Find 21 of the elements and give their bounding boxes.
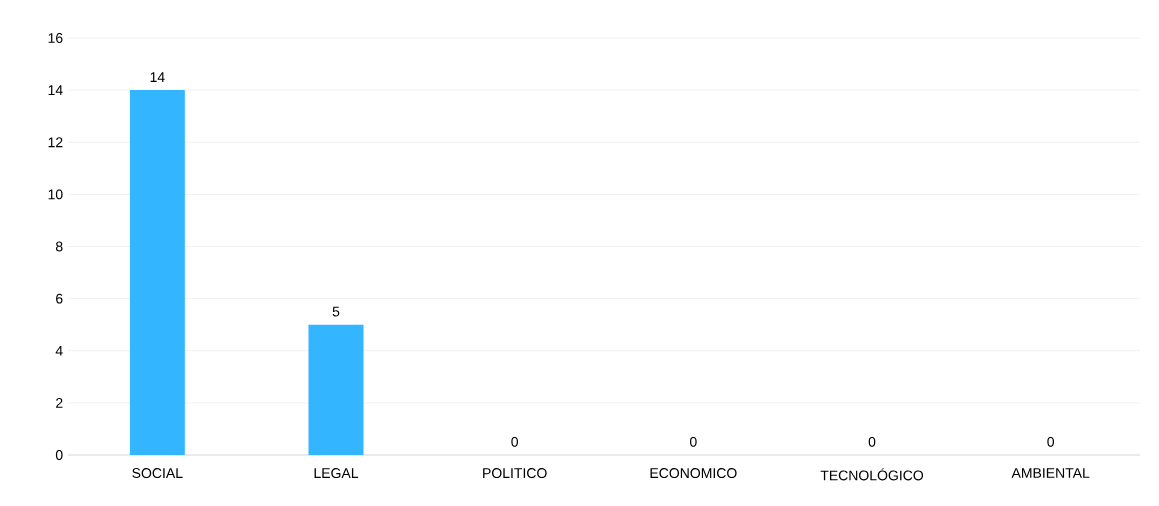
y-tick-label: 12 [48, 137, 63, 148]
y-tick-label: 16 [48, 33, 63, 43]
y-tick-label: 8 [55, 241, 63, 252]
y-tick-label: 10 [48, 189, 63, 200]
x-tick-label: TECNOLÓGICO [820, 468, 924, 481]
data-label: 0 [689, 436, 697, 447]
data-label: 0 [511, 436, 519, 447]
y-tick-label: 0 [55, 450, 63, 460]
data-label: 5 [332, 306, 340, 317]
data-label: 14 [150, 72, 165, 82]
data-label: 0 [1047, 436, 1055, 447]
x-tick-label: AMBIENTAL [1011, 468, 1090, 478]
y-tick-label: 4 [55, 345, 63, 356]
x-tick-label: LEGAL [314, 468, 359, 479]
y-tick-label: 14 [48, 85, 63, 95]
y-tick-label: 6 [56, 293, 63, 304]
x-tick-label: SOCIAL [132, 468, 183, 479]
data-label: 0 [868, 436, 876, 447]
x-tick-label: POLITICO [483, 468, 547, 479]
y-tick-label: 2 [56, 397, 63, 408]
x-tick-label: ECONOMICO [650, 468, 737, 479]
